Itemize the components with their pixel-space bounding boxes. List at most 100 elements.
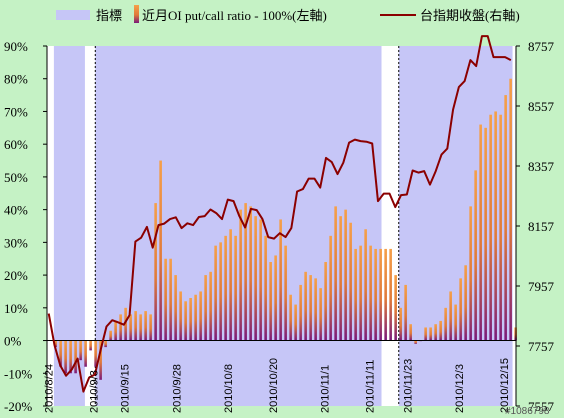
oi-bar bbox=[104, 340, 107, 348]
oi-bar bbox=[479, 124, 482, 341]
x-tick-label: 2010/10/20 bbox=[268, 358, 280, 413]
x-tick-label: 2010/9/15 bbox=[120, 364, 132, 413]
oi-bar bbox=[474, 170, 477, 341]
left-tick-label: 40% bbox=[4, 203, 28, 218]
oi-bar bbox=[84, 340, 87, 367]
oi-bar bbox=[199, 291, 202, 341]
oi-bar bbox=[239, 209, 242, 341]
right-tick-label: 8757 bbox=[528, 39, 555, 54]
x-tick-label: 2010/11/1 bbox=[320, 365, 332, 413]
oi-bar bbox=[294, 304, 297, 341]
oi-bar bbox=[274, 255, 277, 341]
oi-bar bbox=[169, 258, 172, 341]
x-tick-label: 2010/9/3 bbox=[89, 370, 101, 413]
oi-bar bbox=[454, 304, 457, 341]
watermark: #1086798 bbox=[505, 406, 550, 417]
oi-bar bbox=[174, 275, 177, 341]
oi-bar bbox=[339, 216, 342, 341]
oi-bar bbox=[254, 216, 257, 341]
oi-bar bbox=[79, 340, 82, 361]
oi-bar bbox=[494, 111, 497, 341]
oi-bar bbox=[179, 291, 182, 341]
oi-bar bbox=[129, 314, 132, 341]
oi-bar bbox=[149, 314, 152, 341]
left-tick-label: 80% bbox=[4, 72, 28, 87]
oi-bar bbox=[349, 222, 352, 341]
x-tick-label: 2010/12/3 bbox=[454, 364, 466, 413]
left-tick-label: 50% bbox=[4, 170, 28, 185]
oi-bar bbox=[249, 206, 252, 341]
oi-bar bbox=[94, 340, 97, 367]
oi-bar bbox=[99, 340, 102, 380]
left-tick-label: -20% bbox=[4, 399, 32, 414]
oi-bar bbox=[509, 78, 512, 341]
oi-bar bbox=[194, 294, 197, 341]
oi-bar bbox=[279, 219, 282, 341]
left-tick-label: 30% bbox=[4, 235, 28, 250]
oi-bar bbox=[344, 209, 347, 341]
left-tick-label: 0% bbox=[4, 334, 22, 349]
left-tick-label: 90% bbox=[4, 39, 28, 54]
oi-bar bbox=[234, 235, 237, 341]
oi-bar bbox=[289, 294, 292, 341]
oi-bar bbox=[244, 203, 247, 341]
oi-bar bbox=[119, 314, 122, 341]
oi-bar bbox=[69, 340, 72, 374]
oi-bar bbox=[369, 245, 372, 341]
oi-bar bbox=[484, 127, 487, 341]
taiex-futures-line bbox=[47, 35, 512, 393]
oi-bar bbox=[304, 271, 307, 341]
oi-bar bbox=[219, 242, 222, 341]
oi-bar bbox=[284, 245, 287, 341]
indicator-band bbox=[398, 46, 513, 406]
oi-bar bbox=[299, 284, 302, 341]
right-tick-label: 8557 bbox=[528, 99, 555, 114]
oi-bar bbox=[434, 324, 437, 341]
oi-bar bbox=[59, 340, 62, 367]
oi-bar bbox=[144, 311, 147, 341]
oi-bar bbox=[414, 340, 417, 344]
oi-bar bbox=[224, 235, 227, 341]
right-tick-label: 7557 bbox=[528, 399, 555, 414]
oi-bar bbox=[334, 206, 337, 341]
oi-bar bbox=[404, 284, 407, 341]
left-tick-label: -10% bbox=[4, 366, 32, 381]
oi-bar bbox=[124, 307, 127, 341]
oi-bar bbox=[114, 320, 117, 341]
left-tick-label: 10% bbox=[4, 301, 28, 316]
oi-bar bbox=[309, 275, 312, 341]
oi-bar bbox=[139, 314, 142, 341]
oi-bar bbox=[314, 278, 317, 341]
oi-bar bbox=[374, 248, 377, 341]
oi-bar bbox=[429, 327, 432, 341]
oi-bar bbox=[464, 265, 467, 341]
oi-bar bbox=[74, 340, 77, 374]
legend-swatch-bar bbox=[134, 5, 139, 23]
right-tick-label: 8157 bbox=[528, 219, 555, 234]
left-tick-label: 20% bbox=[4, 268, 28, 283]
indicator-band bbox=[95, 46, 382, 406]
oi-bar bbox=[379, 248, 382, 341]
x-tick-label: 2010/9/28 bbox=[171, 364, 183, 413]
oi-bar bbox=[319, 288, 322, 341]
oi-bar bbox=[159, 160, 162, 341]
oi-bar bbox=[89, 340, 92, 351]
oi-bar bbox=[189, 298, 192, 341]
oi-bar bbox=[409, 324, 412, 341]
oi-bar bbox=[264, 235, 267, 341]
oi-bar bbox=[459, 278, 462, 341]
x-tick-label: 2010/11/23 bbox=[402, 359, 414, 413]
oi-bar bbox=[64, 340, 67, 374]
oi-bar bbox=[389, 248, 392, 341]
legend-swatch-indicator bbox=[56, 10, 90, 20]
oi-bar bbox=[329, 235, 332, 341]
oi-bar bbox=[354, 248, 357, 341]
oi-bar bbox=[489, 114, 492, 341]
oi-bar bbox=[394, 275, 397, 341]
oi-bar bbox=[504, 95, 507, 341]
oi-bar bbox=[384, 248, 387, 341]
legend-label-line: 台指期收盤(右軸) bbox=[420, 8, 520, 23]
oi-bar bbox=[499, 114, 502, 341]
